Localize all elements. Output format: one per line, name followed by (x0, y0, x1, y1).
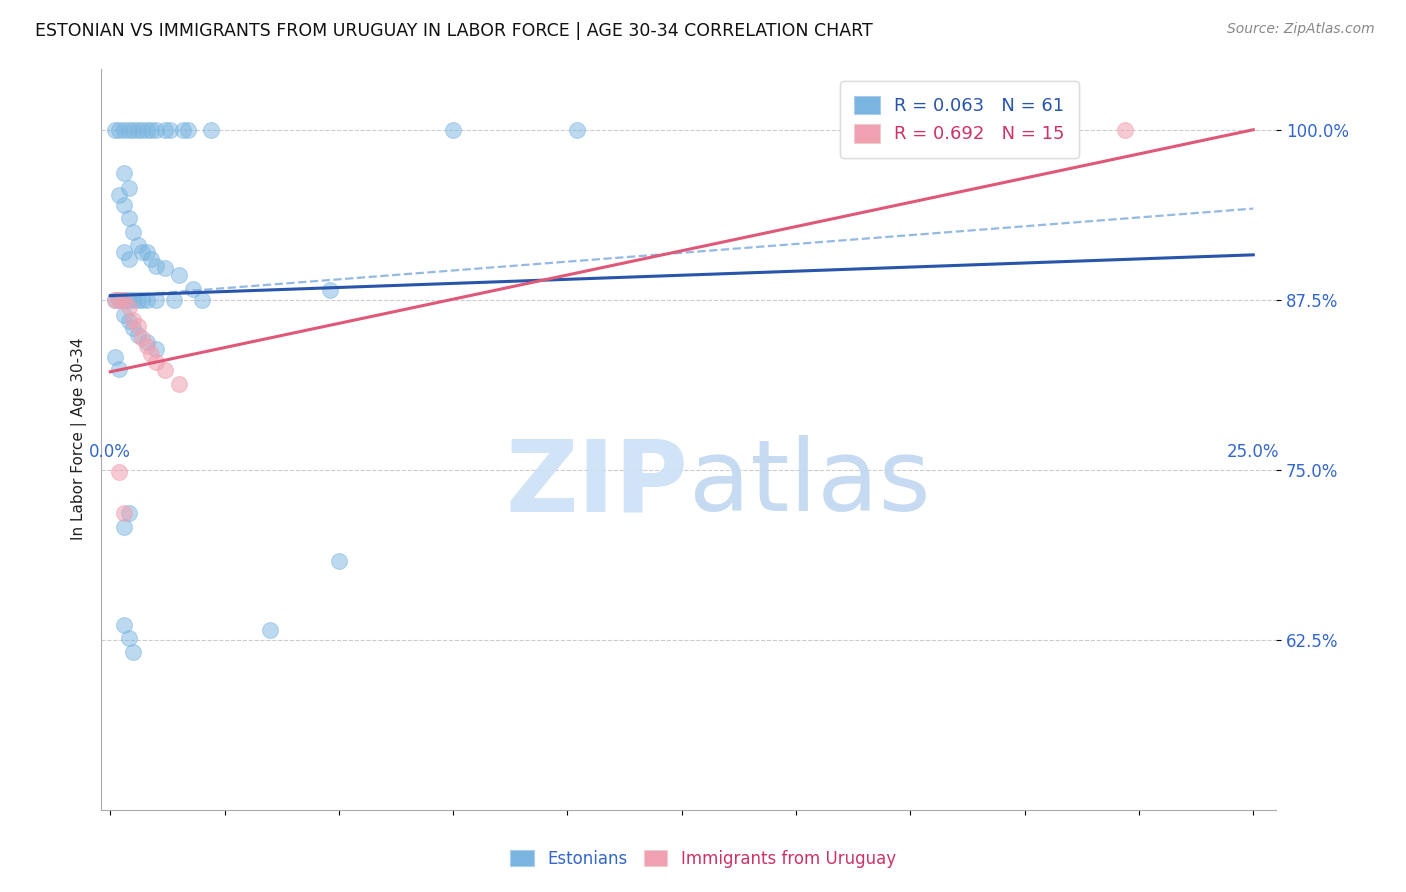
Point (127, 238, 149, 252)
Legend: R = 0.063   N = 61, R = 0.692   N = 15: R = 0.063 N = 61, R = 0.692 N = 15 (839, 81, 1078, 158)
Point (122, 293, 145, 307)
Point (112, 308, 135, 322)
Point (108, 362, 131, 376)
Point (141, 252, 163, 266)
Point (167, 377, 190, 392)
Point (177, 122, 200, 136)
Point (328, 554, 350, 568)
Point (135, 122, 157, 136)
Point (112, 197, 135, 211)
Point (104, 350, 127, 364)
Point (135, 334, 157, 349)
Point (135, 339, 157, 353)
Text: ZIP: ZIP (506, 435, 689, 533)
Point (127, 328, 149, 343)
Point (122, 645, 145, 659)
Legend: Estonians, Immigrants from Uruguay: Estonians, Immigrants from Uruguay (503, 844, 903, 875)
Point (153, 363, 176, 377)
Point (190, 293, 212, 307)
Point (127, 122, 149, 136)
Point (112, 245, 135, 260)
Text: 25.0%: 25.0% (1227, 442, 1279, 461)
Point (1114, 122, 1136, 136)
Point (112, 617, 135, 632)
Point (117, 314, 139, 328)
Text: Source: ZipAtlas.com: Source: ZipAtlas.com (1227, 22, 1375, 37)
Point (135, 293, 157, 307)
Point (117, 122, 139, 136)
Point (153, 122, 176, 136)
Point (159, 122, 181, 136)
Point (117, 252, 139, 266)
Point (141, 347, 163, 361)
Point (145, 122, 167, 136)
Point (200, 122, 222, 136)
Point (145, 259, 167, 273)
Point (145, 355, 167, 369)
Point (141, 122, 163, 136)
Point (112, 506, 135, 520)
Point (122, 321, 145, 335)
Point (122, 313, 145, 327)
Point (117, 181, 139, 195)
Point (108, 293, 131, 307)
Point (108, 293, 131, 307)
Point (108, 466, 131, 480)
Point (319, 283, 342, 297)
Point (127, 318, 149, 333)
Point (131, 331, 153, 345)
Point (135, 245, 157, 260)
Point (167, 268, 190, 283)
Point (117, 632, 139, 646)
Point (108, 188, 131, 202)
Point (441, 122, 464, 136)
Point (117, 293, 139, 307)
Point (104, 293, 127, 307)
Point (104, 122, 127, 136)
Point (112, 166, 135, 180)
Point (112, 293, 135, 307)
Text: atlas: atlas (689, 435, 931, 533)
Point (172, 122, 194, 136)
Point (104, 293, 127, 307)
Point (259, 623, 281, 637)
Point (112, 520, 135, 534)
Point (131, 245, 153, 260)
Text: ESTONIAN VS IMMIGRANTS FROM URUGUAY IN LABOR FORCE | AGE 30-34 CORRELATION CHART: ESTONIAN VS IMMIGRANTS FROM URUGUAY IN L… (35, 22, 873, 40)
Point (131, 293, 153, 307)
Point (117, 211, 139, 226)
Point (565, 122, 588, 136)
Point (122, 225, 145, 239)
Point (112, 293, 135, 307)
Point (122, 122, 145, 136)
Point (112, 122, 135, 136)
Point (117, 506, 139, 520)
Y-axis label: In Labor Force | Age 30-34: In Labor Force | Age 30-34 (72, 338, 87, 541)
Text: 0.0%: 0.0% (90, 442, 131, 461)
Point (153, 261, 176, 276)
Point (127, 293, 149, 307)
Point (117, 300, 139, 314)
Point (163, 293, 186, 307)
Point (108, 122, 131, 136)
Point (145, 293, 167, 307)
Point (945, 122, 967, 136)
Point (145, 342, 167, 356)
Point (181, 282, 204, 296)
Point (131, 122, 153, 136)
